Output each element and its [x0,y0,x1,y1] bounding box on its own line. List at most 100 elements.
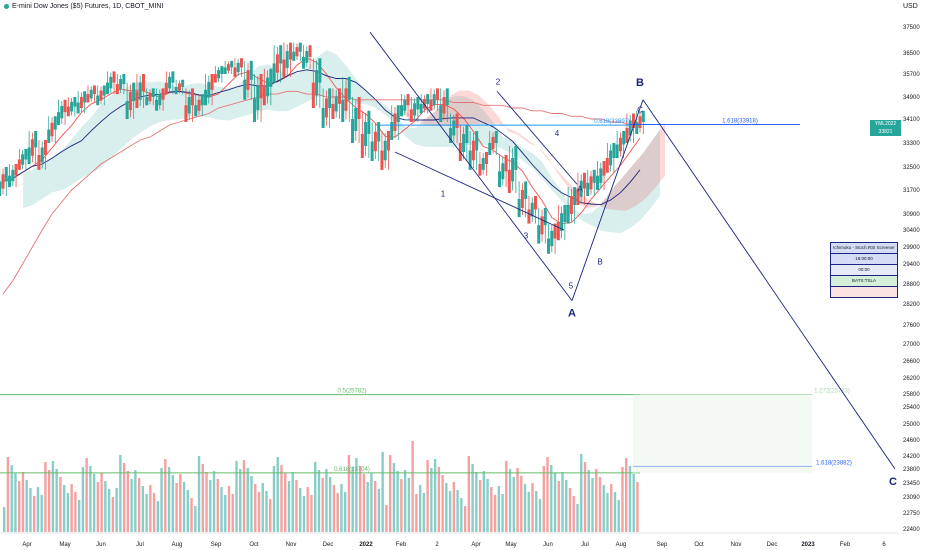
candle-body [47,129,51,143]
volume-bar [209,480,212,532]
ichimoku-cloud-bearish [400,90,665,211]
candle-body [190,88,194,106]
time-tick-label: Dec [767,542,778,548]
fib-level-1618-lower-label: 1.618(23882) [816,460,852,466]
candle-body [27,147,31,164]
volume-bar [250,476,253,532]
candle-body [226,64,230,71]
candle-body [21,154,25,165]
candle-body [311,82,315,108]
volume-bar [265,491,268,532]
volume-bar [81,467,85,532]
fib-level-0618-lower-label: 0.618(23704) [334,467,370,473]
volume-bar [134,470,137,532]
candle-body [488,143,492,155]
fib-level-05-label: 0.5(25782) [337,389,366,395]
candle-body [615,144,619,158]
volume-bar [422,493,426,532]
volume-bar [523,484,527,532]
candle-body [400,105,404,117]
candle-body [305,51,309,63]
volume-bar [486,479,489,532]
candle-body [295,47,299,57]
volume-bar [516,468,519,532]
candle-body [282,59,286,77]
candle-body [177,83,181,91]
time-tick-label: Sep [657,542,668,548]
volume-bar [3,507,6,532]
ma-200-line [2,90,640,295]
wave-channel-lower [394,151,565,231]
tenkan-line [2,57,641,225]
volume-bar [201,464,204,532]
price-tick-label: 32500 [903,165,920,171]
volume-bar [212,471,216,532]
volume-bar [216,479,219,532]
candle-body [145,97,149,106]
candle-body [230,60,234,68]
volume-bar [332,485,336,532]
candle-body [256,86,260,111]
candle-body [83,91,87,103]
candle-body [239,58,243,68]
volume-bar [617,500,620,532]
candle-body [187,97,191,114]
candle-body [468,150,472,170]
candle-body [465,125,469,143]
volume-bar [257,492,261,532]
price-tick-label: 31700 [903,188,920,194]
volume-bar [164,459,167,532]
candle-body [138,82,142,100]
candle-body [618,137,622,152]
time-tick-label: Nov [286,542,297,548]
volume-bar [220,487,223,532]
volume-bar [542,466,545,532]
time-tick-label: 2023 [801,542,815,548]
volume-bar [411,441,414,532]
wave-label-corrective: C [637,105,643,114]
candle-body [266,77,270,97]
candle-body [537,225,541,244]
time-tick-label: Oct [694,542,704,548]
candle-body [533,196,537,210]
candle-body [171,71,175,83]
candle-body [1,174,5,189]
current-price-tag: YML2022 33821 02:33:28 [870,120,901,143]
candle-body [34,131,38,148]
candle-body [60,105,64,119]
price-tick-label: 23450 [903,481,920,487]
candle-body [435,88,439,100]
volume-bar [74,492,77,532]
candle-body [14,164,18,176]
time-tick-label: Oct [249,542,259,548]
volume-bar [122,463,126,532]
candle-body [540,216,544,235]
candle-body [364,122,368,146]
volume-bar [141,486,145,532]
candle-body [174,86,178,95]
volume-bar [606,493,609,532]
candle-body [272,63,276,83]
fib-level-0618-upper-label: 0.618(33897) [594,119,630,125]
candle-body [337,88,341,104]
candle-body [109,76,113,89]
volume-bar [6,457,10,532]
candle-body [204,89,208,106]
candle-body [128,91,132,111]
candle-body [197,99,201,111]
volume-bar [580,454,583,532]
wave-label-corrective: A [577,184,583,193]
volume-bar [396,471,399,532]
candle-body [200,94,204,106]
candle-body [383,140,387,161]
time-tick-label: May [59,542,70,548]
price-tick-label: 22750 [903,511,920,517]
volume-bar [25,480,28,532]
price-tick-label: 29900 [903,245,920,251]
candle-body [380,150,384,170]
volume-bar [92,474,96,532]
volume-bar [531,483,534,532]
candle-body [122,74,126,85]
volume-bar [104,481,107,532]
